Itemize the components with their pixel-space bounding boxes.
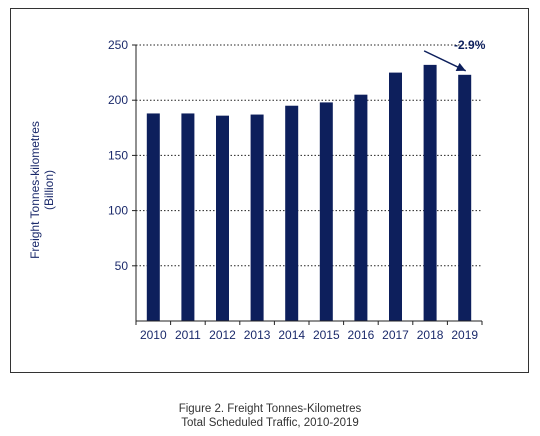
x-tick-label: 2017: [382, 328, 409, 342]
y-tick-label: 50: [115, 259, 129, 273]
x-tick-label: 2011: [175, 328, 201, 342]
x-tick-label: 2018: [417, 328, 444, 342]
x-tick-label: 2019: [451, 328, 478, 342]
x-tick-label: 2013: [244, 328, 271, 342]
x-tick-label: 2010: [140, 328, 167, 342]
y-tick-label: 100: [108, 204, 128, 218]
bar: [354, 94, 368, 322]
bar: [216, 115, 229, 321]
chart-frame: [10, 8, 529, 373]
y-tick-label: 250: [108, 38, 128, 52]
bar: [285, 105, 299, 321]
x-tick-label: 2015: [313, 328, 340, 342]
y-tick-label: 150: [108, 148, 128, 162]
x-tick-label: 2012: [209, 328, 236, 342]
bar: [181, 113, 195, 321]
bar: [458, 74, 472, 321]
bar: [146, 113, 160, 321]
y-tick-label: 200: [108, 93, 128, 107]
figure-caption: Figure 2. Freight Tonnes-Kilometres Tota…: [0, 402, 540, 430]
x-tick-label: 2016: [348, 328, 375, 342]
caption-line2: Total Scheduled Traffic, 2010-2019: [181, 417, 359, 429]
annotation-label: -2.9%: [454, 38, 486, 52]
bar: [250, 114, 264, 321]
annotation-arrow: [423, 50, 467, 72]
bar: [423, 64, 437, 321]
bar: [319, 102, 333, 322]
caption-line1: Figure 2. Freight Tonnes-Kilometres: [178, 403, 362, 415]
y-axis-label: Freight Tonnes-kilometres (Billion): [28, 40, 56, 340]
bar: [389, 72, 402, 321]
y-axis-label-line1: Freight Tonnes-kilometres: [28, 121, 42, 259]
x-tick-label: 2014: [278, 328, 305, 342]
y-axis-label-line2: (Billion): [42, 170, 56, 211]
